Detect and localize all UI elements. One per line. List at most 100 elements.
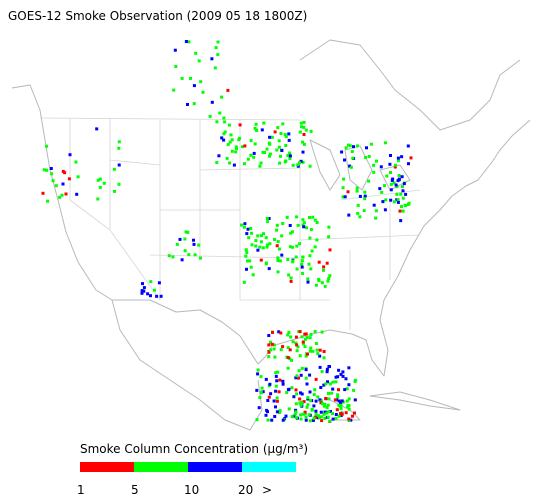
smoke-pixel bbox=[320, 370, 324, 374]
smoke-pixel bbox=[186, 103, 189, 106]
smoke-pixel bbox=[287, 387, 291, 391]
smoke-pixel bbox=[291, 163, 295, 167]
smoke-pixel bbox=[183, 237, 187, 241]
smoke-pixel bbox=[229, 133, 233, 137]
smoke-pixel bbox=[222, 132, 226, 136]
smoke-pixel bbox=[241, 145, 244, 149]
smoke-pixel bbox=[402, 182, 406, 186]
smoke-pixel bbox=[276, 256, 280, 260]
smoke-pixel bbox=[276, 270, 280, 274]
smoke-pixel bbox=[218, 111, 222, 115]
smoke-pixel bbox=[325, 411, 329, 415]
smoke-pixel bbox=[275, 223, 279, 227]
smoke-pixel bbox=[344, 146, 348, 150]
smoke-pixel bbox=[274, 371, 278, 375]
smoke-pixel bbox=[396, 156, 400, 160]
smoke-pixel bbox=[278, 259, 282, 263]
smoke-pixel bbox=[284, 144, 288, 147]
smoke-pixel bbox=[310, 249, 314, 253]
smoke-pixel bbox=[318, 416, 322, 419]
smoke-pixel bbox=[295, 343, 299, 347]
smoke-pixel bbox=[314, 412, 318, 416]
smoke-pixel bbox=[246, 227, 250, 231]
smoke-pixel bbox=[399, 219, 403, 223]
smoke-pixel bbox=[298, 330, 302, 334]
smoke-pixel bbox=[259, 240, 263, 244]
smoke-pixel bbox=[352, 388, 356, 392]
smoke-pixel bbox=[252, 155, 256, 159]
smoke-pixel bbox=[301, 160, 305, 164]
smoke-pixel bbox=[296, 163, 300, 167]
smoke-pixel bbox=[301, 140, 305, 144]
smoke-pixel bbox=[301, 255, 305, 259]
smoke-pixel bbox=[159, 294, 163, 298]
smoke-pixel bbox=[337, 399, 341, 403]
smoke-pixel bbox=[232, 163, 236, 167]
smoke-pixel bbox=[269, 392, 273, 396]
smoke-pixel bbox=[308, 254, 312, 258]
smoke-pixel bbox=[285, 215, 289, 219]
smoke-pixel bbox=[252, 151, 256, 155]
smoke-pixel bbox=[226, 143, 230, 147]
smoke-pixel bbox=[304, 354, 308, 358]
smoke-pixel bbox=[319, 386, 323, 389]
smoke-pixel bbox=[291, 230, 294, 234]
smoke-pixel bbox=[274, 405, 277, 409]
smoke-pixel bbox=[362, 209, 366, 213]
smoke-pixel bbox=[306, 396, 310, 400]
smoke-pixel bbox=[311, 349, 315, 353]
smoke-pixel bbox=[264, 261, 268, 265]
smoke-pixel bbox=[347, 383, 351, 387]
smoke-pixel bbox=[322, 356, 326, 360]
smoke-pixel bbox=[42, 168, 46, 172]
smoke-pixel bbox=[323, 402, 327, 406]
smoke-pixel bbox=[64, 192, 68, 196]
smoke-pixel bbox=[301, 218, 305, 222]
smoke-pixel bbox=[339, 412, 343, 415]
smoke-pixel bbox=[334, 413, 338, 416]
smoke-pixel bbox=[276, 259, 280, 262]
smoke-pixel bbox=[294, 402, 298, 406]
color-bar: 1 5 10 20 > bbox=[77, 462, 296, 497]
smoke-pixel bbox=[268, 154, 271, 158]
smoke-pixel bbox=[346, 190, 350, 194]
smoke-pixel bbox=[76, 175, 80, 179]
smoke-pixel bbox=[301, 223, 305, 227]
smoke-pixel bbox=[302, 142, 306, 146]
smoke-pixel bbox=[249, 265, 253, 269]
smoke-pixel bbox=[327, 410, 331, 414]
smoke-pixel bbox=[287, 407, 291, 411]
smoke-pixel bbox=[268, 152, 272, 156]
smoke-pixel bbox=[325, 406, 329, 409]
smoke-pixel bbox=[327, 235, 331, 239]
smoke-pixel bbox=[308, 373, 312, 377]
smoke-pixel bbox=[273, 130, 277, 134]
smoke-pixel bbox=[274, 389, 278, 393]
smoke-pixel bbox=[259, 258, 263, 262]
smoke-pixel bbox=[286, 366, 290, 370]
smoke-pixel bbox=[304, 368, 308, 372]
smoke-pixel bbox=[286, 346, 290, 350]
smoke-pixel bbox=[256, 372, 260, 376]
smoke-pixel bbox=[238, 123, 242, 127]
smoke-pixel bbox=[311, 418, 315, 422]
smoke-pixel bbox=[269, 348, 273, 352]
smoke-pixel bbox=[287, 138, 291, 142]
smoke-pixel bbox=[187, 253, 191, 257]
smoke-pixel bbox=[249, 227, 253, 230]
smoke-pixel bbox=[261, 390, 265, 394]
smoke-pixel bbox=[305, 405, 309, 409]
smoke-pixel bbox=[300, 401, 304, 405]
smoke-pixel bbox=[210, 57, 214, 61]
smoke-pixel bbox=[300, 392, 304, 396]
smoke-pixel bbox=[324, 397, 328, 400]
smoke-pixel bbox=[186, 230, 190, 234]
smoke-pixel bbox=[184, 230, 188, 234]
smoke-pixel bbox=[317, 279, 321, 283]
smoke-pixel bbox=[249, 153, 253, 157]
smoke-pixel bbox=[384, 198, 388, 202]
smoke-pixel bbox=[275, 148, 279, 152]
smoke-pixel bbox=[389, 198, 393, 202]
smoke-pixel bbox=[331, 380, 335, 384]
